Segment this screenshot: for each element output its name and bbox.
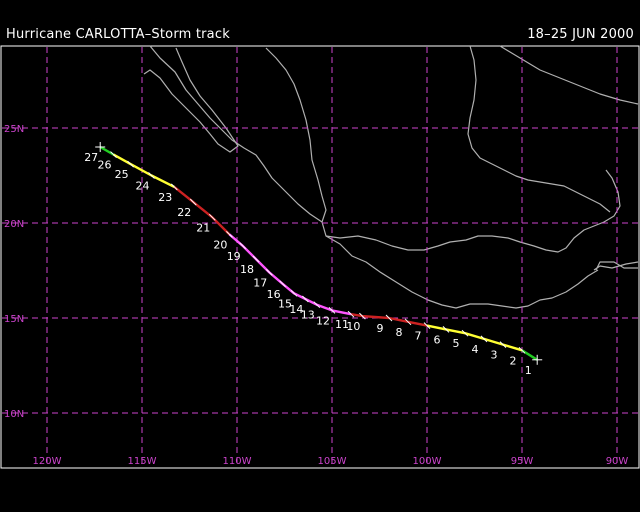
track-segment-tropical-storm: [426, 324, 523, 352]
track-point-mark: [302, 295, 309, 303]
lat-tick-label: 20N: [4, 219, 24, 230]
track-point-mark: [328, 307, 336, 314]
track-point-mark: [189, 198, 197, 206]
lon-tick-label: 115W: [128, 456, 157, 467]
track-point-label: 10: [346, 320, 360, 333]
track-point-label: 15: [278, 297, 292, 310]
track-point-mark: [170, 183, 178, 191]
lat-tick-label: 10N: [4, 409, 24, 420]
track-point-mark: [404, 318, 412, 326]
axis-labels: 120W 115W 110W 105W 100W 95W 90W 25N 20N 15N 10N: [4, 124, 628, 467]
track-point-label: 17: [253, 276, 267, 289]
track-point-label: 26: [98, 159, 112, 172]
mainland-coast: [149, 45, 599, 309]
gulf-coast-south: [325, 169, 621, 253]
track-point-mark: [252, 255, 260, 263]
track-point-mark: [226, 231, 233, 238]
track-point-mark: [423, 322, 431, 329]
track-point-label: 2: [510, 354, 517, 367]
track-point-label: 18: [240, 263, 254, 276]
track-point-label: 8: [396, 326, 403, 339]
track-point-label: 12: [316, 314, 330, 327]
track-point-label: 22: [177, 206, 191, 219]
track-point-mark: [347, 310, 355, 318]
lon-tick-label: 95W: [511, 456, 534, 467]
track-segment-tropical-storm: [112, 153, 175, 188]
track-point-label: 3: [491, 349, 498, 362]
track-segment-hurricane-cat1: [173, 185, 231, 236]
coastline: [143, 45, 639, 309]
lon-tick-label: 90W: [606, 456, 629, 467]
lat-tick-label: 25N: [4, 124, 24, 135]
track-point-label: 9: [377, 322, 384, 335]
lat-tick-label: 15N: [4, 314, 24, 325]
track-point-label: 4: [472, 343, 479, 356]
track-point-mark: [385, 314, 393, 322]
date-range: 18–25 JUN 2000: [527, 27, 634, 42]
storm-track: [99, 145, 538, 361]
track-point-label: 11: [335, 318, 349, 331]
track-point-mark: [127, 160, 134, 168]
lon-tick-label: 120W: [33, 456, 62, 467]
east-coast: [499, 45, 639, 105]
graticule: [2, 47, 638, 467]
track-point-mark: [279, 280, 286, 288]
track-point-label: 5: [453, 337, 460, 350]
caribbean-island: [595, 261, 638, 271]
map-frame: [0, 45, 640, 469]
track-segment-tropical-depression: [99, 145, 115, 156]
lon-tick-label: 100W: [413, 456, 442, 467]
track-point-mark: [499, 341, 507, 348]
track-point-mark: [208, 213, 216, 221]
track-point-label: 7: [415, 330, 422, 343]
track-point-label: 23: [158, 191, 172, 204]
map-header: Hurricane CARLOTTA–Storm track 18–25 JUN…: [0, 0, 640, 48]
northern-gulf-coast: [467, 45, 611, 213]
lon-tick-label: 105W: [318, 456, 347, 467]
track-point-label: 25: [115, 168, 129, 181]
track-labels: 1234567891011121314151617181920212223242…: [84, 151, 532, 377]
track-point-mark: [518, 346, 526, 354]
track-point-mark: [359, 312, 366, 320]
track-point-label: 27: [84, 151, 98, 164]
lon-tick-label: 110W: [223, 456, 252, 467]
track-point-mark: [239, 242, 247, 250]
track-segment-tropical-depression: [521, 349, 538, 361]
track-point-mark: [110, 151, 117, 158]
track-point-mark: [461, 329, 469, 337]
track-point-mark: [290, 289, 298, 297]
track-point-mark: [265, 269, 273, 276]
track-point-label: 6: [434, 333, 441, 346]
track-point-label: 13: [301, 309, 315, 322]
map-title: Hurricane CARLOTTA–Storm track: [6, 27, 230, 42]
gulf-coast: [265, 47, 327, 223]
track-segment-hurricane-cat2: [228, 233, 352, 316]
track-point-label: 24: [136, 180, 150, 193]
track-point-mark: [148, 172, 155, 179]
track-point-mark: [313, 301, 321, 309]
track-point-label: 20: [213, 238, 227, 251]
track-point-label: 19: [227, 250, 241, 263]
track-point-mark: [480, 335, 488, 343]
baja-coast: [143, 47, 239, 153]
track-point-label: 21: [196, 221, 210, 234]
track-point-label: 16: [267, 288, 281, 301]
track-markers: [95, 142, 543, 365]
track-point-label: 1: [525, 364, 532, 377]
track-point-mark: [442, 326, 450, 333]
track-point-label: 14: [289, 303, 303, 316]
